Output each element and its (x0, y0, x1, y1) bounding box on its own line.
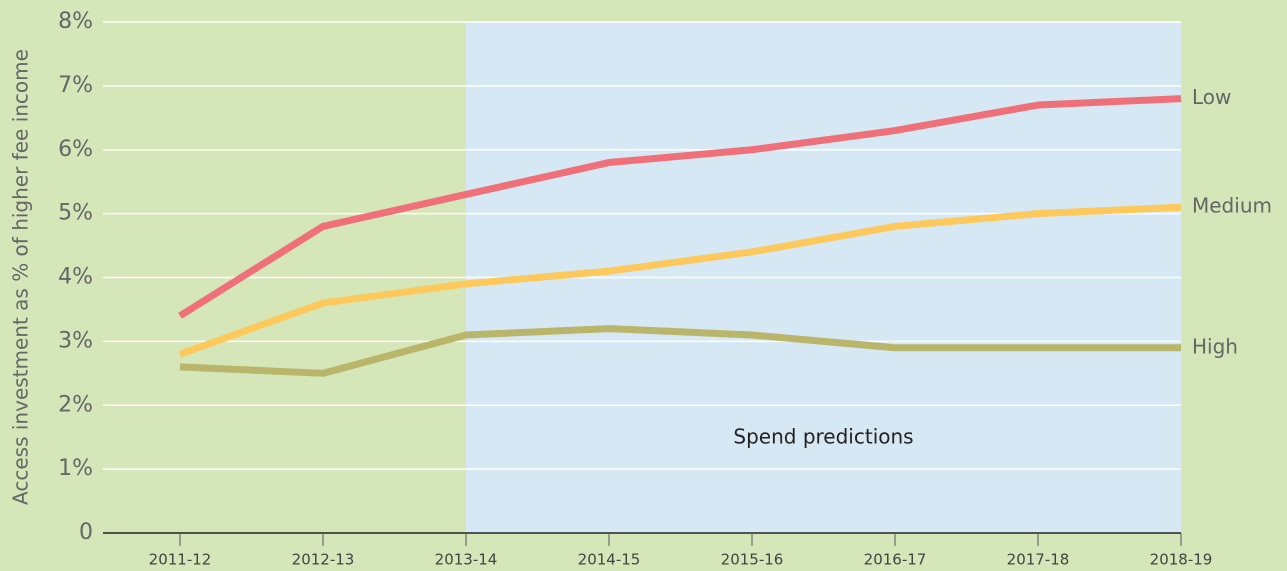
x-tick-label: 2018-19 (1150, 551, 1213, 569)
y-tick-label: 4% (58, 265, 93, 290)
series-label: Medium (1192, 194, 1272, 218)
x-tick-label: 2014-15 (578, 551, 641, 569)
y-axis-label: Access investment as % of higher fee inc… (9, 49, 33, 505)
x-tick-label: 2017-18 (1007, 551, 1070, 569)
x-tick-label: 2012-13 (292, 551, 355, 569)
y-tick-label: 1% (58, 456, 93, 481)
y-tick-label: 7% (58, 73, 93, 98)
series-line (178, 95, 1182, 319)
y-tick-label: 0 (79, 520, 93, 545)
plot: Spend predictions 0 1% 2% 3% 4% 5% 6% 7% 8% 2011-1… (58, 9, 1272, 569)
series-label: Low (1192, 85, 1231, 109)
y-tick-label: 5% (58, 201, 93, 226)
x-tick-label: 2011-12 (149, 551, 212, 569)
y-tick-label: 8% (58, 9, 93, 34)
x-tick-label: 2016-17 (864, 551, 927, 569)
y-tick-label: 2% (58, 392, 93, 417)
region-label: Spend predictions (733, 425, 913, 449)
x-tick-label: 2013-14 (435, 551, 498, 569)
y-tick-label: 3% (58, 328, 93, 353)
series-line (179, 325, 1181, 377)
series-line (178, 203, 1182, 358)
series-label: High (1192, 334, 1238, 358)
x-tick-label: 2015-16 (721, 551, 784, 569)
y-tick-label: 6% (58, 137, 93, 162)
